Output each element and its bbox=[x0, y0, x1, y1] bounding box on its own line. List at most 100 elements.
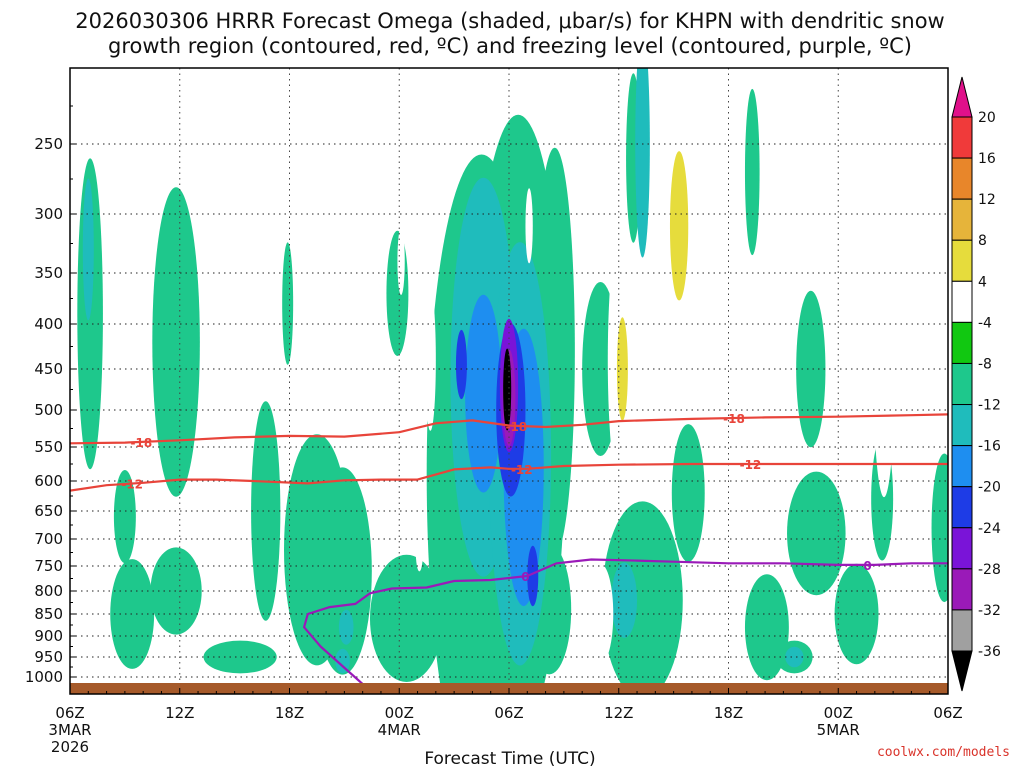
omega-region--8-5 bbox=[203, 640, 277, 674]
y-tick-label-400: 400 bbox=[34, 315, 63, 333]
y-tick-label-300: 300 bbox=[34, 205, 63, 223]
credit-text: coolwx.com/models bbox=[877, 745, 1010, 760]
y-tick-label-450: 450 bbox=[34, 360, 63, 378]
y-tick-label-800: 800 bbox=[34, 582, 63, 600]
omega-region-4-48 bbox=[525, 188, 533, 264]
contour-labels: -18 -18 -18 -12 -12 -12 0 0 bbox=[121, 412, 871, 584]
y-tick-label-950: 950 bbox=[34, 648, 63, 666]
x-date-label-0: 3MAR bbox=[48, 721, 91, 739]
omega-region-4-47 bbox=[415, 528, 424, 572]
omega-region--20-38 bbox=[455, 329, 467, 400]
y-tick-label-850: 850 bbox=[34, 605, 63, 623]
omega-region--36-43 bbox=[503, 348, 512, 431]
x-tick-label-2: 18Z bbox=[275, 704, 304, 722]
contour-line-0 bbox=[303, 558, 948, 692]
omega-region--8-7 bbox=[251, 401, 281, 621]
y-tick-label-900: 900 bbox=[34, 627, 63, 645]
x-tick-label-4: 06Z bbox=[494, 704, 523, 722]
omega-region--8-24 bbox=[787, 471, 846, 596]
x-tick-label-3: 00Z bbox=[385, 704, 414, 722]
omega-region-4-50 bbox=[587, 563, 614, 665]
colorbar-band-12 bbox=[951, 609, 973, 652]
omega-region--12-33 bbox=[611, 562, 638, 638]
colorbar-band-1 bbox=[951, 157, 973, 200]
omega-region--12-34 bbox=[785, 646, 804, 668]
omega-region--8-10 bbox=[386, 230, 409, 356]
omega-region--8-6 bbox=[282, 242, 294, 365]
colorbar-band-4 bbox=[951, 280, 973, 323]
omega-shaded-regions bbox=[77, 68, 948, 694]
colorbar-tick-label-7: -12 bbox=[978, 398, 1001, 414]
colorbar-tick-label-5: -4 bbox=[978, 315, 992, 331]
x-axis-label: Forecast Time (UTC) bbox=[424, 749, 595, 768]
omega-region--8-4 bbox=[150, 547, 202, 635]
y-tick-label-650: 650 bbox=[34, 502, 63, 520]
colorbar-tick-label-9: -20 bbox=[978, 480, 1001, 496]
contour-label--18-1: -18 bbox=[505, 420, 527, 434]
omega-region--8-23 bbox=[796, 290, 826, 448]
colorbar-band-10 bbox=[951, 527, 973, 570]
x-tick-label-8: 06Z bbox=[933, 704, 962, 722]
omega-region--8-18 bbox=[602, 501, 683, 694]
x-date-label-7: 5MAR bbox=[817, 721, 860, 739]
colorbar-tick-label-10: -24 bbox=[978, 521, 1001, 537]
colorbar-tick-label-13: -36 bbox=[978, 644, 1001, 660]
colorbar-tick-label-6: -8 bbox=[978, 356, 992, 372]
pressure-axis: 250 300 350 400 450 500 550 600 650 700 750 800 850 9… bbox=[25, 105, 76, 686]
contour-label--12-2: -12 bbox=[740, 458, 762, 472]
omega-region--8-1 bbox=[113, 469, 136, 564]
colorbar-tick-label-3: 8 bbox=[978, 233, 987, 249]
y-tick-label-550: 550 bbox=[34, 438, 63, 456]
colorbar-tick-label-1: 16 bbox=[978, 151, 996, 167]
omega-region--8-2 bbox=[110, 559, 155, 669]
colorbar-band-8 bbox=[951, 445, 973, 488]
omega-region-4-44 bbox=[119, 242, 131, 365]
omega-region--8-19 bbox=[671, 424, 705, 562]
colorbar-band-11 bbox=[951, 568, 973, 611]
contour-label--12-1: -12 bbox=[511, 463, 533, 477]
contour-label--18-0: -18 bbox=[130, 436, 152, 450]
colorbar-bottom-triangle bbox=[951, 650, 973, 692]
colorbar: 20 16 12 8 4 -4 -8 -12 -16 -20 -24 -28 -32 -36 bbox=[951, 76, 1001, 692]
x-tick-label-6: 18Z bbox=[714, 704, 743, 722]
colorbar-tick-label-2: 12 bbox=[978, 192, 996, 208]
colorbar-band-6 bbox=[951, 362, 973, 406]
omega-region--8-27 bbox=[931, 453, 948, 603]
contour-label--12-0: -12 bbox=[121, 478, 143, 492]
colorbar-band-7 bbox=[951, 404, 973, 447]
colorbar-tick-label-0: 20 bbox=[978, 110, 996, 126]
omega-region--8-9 bbox=[313, 467, 372, 675]
colorbar-tick-label-8: -16 bbox=[978, 439, 1001, 455]
y-tick-label-750: 750 bbox=[34, 557, 63, 575]
chart-title-line2: growth region (contoured, red, ºC) and f… bbox=[108, 34, 912, 58]
grid-lines bbox=[70, 68, 948, 694]
x-year-label-0: 2026 bbox=[51, 738, 89, 756]
colorbar-tick-label-12: -32 bbox=[978, 603, 1001, 619]
temperature-contours bbox=[70, 413, 948, 692]
y-tick-label-700: 700 bbox=[34, 530, 63, 548]
y-tick-label-500: 500 bbox=[34, 401, 63, 419]
omega-region-4-46 bbox=[424, 289, 436, 431]
colorbar-tick-label-4: 4 bbox=[978, 274, 987, 290]
x-tick-label-5: 12Z bbox=[604, 704, 633, 722]
omega-region--20-40 bbox=[527, 545, 539, 607]
omega-region--12-29 bbox=[335, 648, 350, 674]
omega-region-8-57 bbox=[669, 151, 689, 301]
contour-label--18-2: -18 bbox=[723, 412, 745, 426]
omega-region-4-55 bbox=[873, 222, 895, 498]
contour-line--18 bbox=[70, 413, 948, 445]
colorbar-top-triangle bbox=[951, 76, 973, 118]
omega-region--16-36 bbox=[465, 294, 502, 493]
omega-region-8-56 bbox=[616, 317, 628, 421]
omega-region--8-20 bbox=[744, 88, 760, 256]
contour-label-0-1: 0 bbox=[863, 559, 871, 573]
colorbar-band-5 bbox=[951, 321, 973, 364]
colorbar-tick-label-11: -28 bbox=[978, 562, 1001, 578]
omega-region--8-3 bbox=[152, 187, 200, 497]
contour-line--12 bbox=[70, 462, 948, 492]
colorbar-band-2 bbox=[951, 198, 973, 241]
omega-region-4-45 bbox=[397, 227, 405, 295]
omega-region--12-30 bbox=[338, 609, 354, 645]
